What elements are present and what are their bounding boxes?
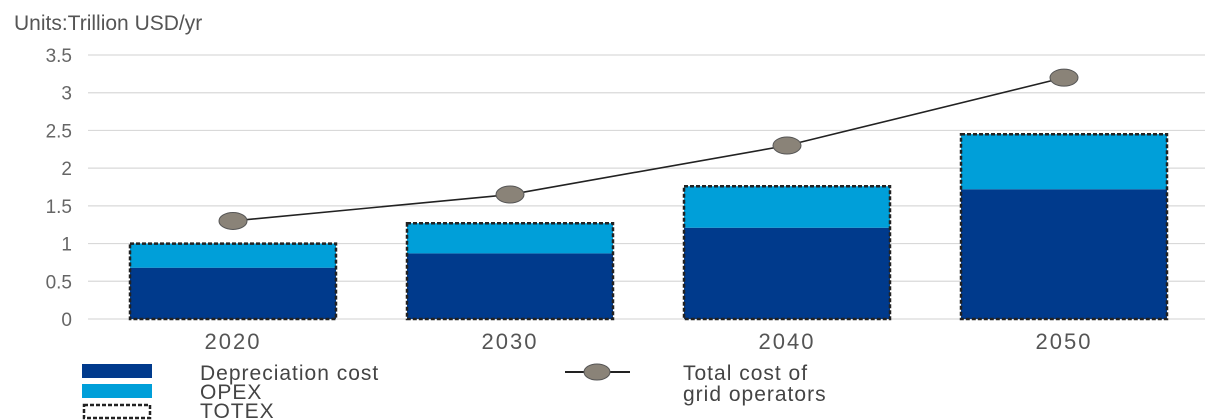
y-tick-label: 0 xyxy=(61,310,72,331)
bar-totex-outline xyxy=(128,242,338,321)
bar-opex xyxy=(407,223,613,254)
x-axis-categories: 2020 2030 2040 2050 xyxy=(205,329,1093,354)
total-cost-marker xyxy=(1049,68,1079,87)
bars xyxy=(128,132,1169,321)
legend-swatch-depreciation xyxy=(82,364,152,378)
y-tick-label: 2 xyxy=(61,159,72,180)
legend-label-total-cost-line2: grid operators xyxy=(683,383,827,406)
legend-swatch-totex xyxy=(82,403,152,420)
bar-opex xyxy=(684,186,890,228)
y-tick-label: 1.5 xyxy=(46,197,72,218)
y-tick-label: 2.5 xyxy=(46,121,72,142)
y-tick-label: 1 xyxy=(61,235,72,256)
bar-opex xyxy=(961,134,1167,190)
bar-totex-outline xyxy=(682,184,892,321)
y-tick-label: 0.5 xyxy=(46,272,72,293)
total-cost-polyline xyxy=(232,76,1065,222)
total-cost-marker xyxy=(772,136,802,155)
legend-marker-total-cost xyxy=(583,363,611,381)
bar-totex-outline xyxy=(405,221,615,321)
total-cost-line xyxy=(218,68,1079,230)
bar-depreciation xyxy=(407,253,613,319)
bar-totex-outline xyxy=(959,132,1169,321)
y-tick-label: 3.5 xyxy=(46,46,72,67)
bar-depreciation xyxy=(684,227,890,319)
bar-depreciation xyxy=(961,189,1167,319)
units-label: Units:Trillion USD/yr xyxy=(14,12,202,35)
y-axis-ticks: 0 0.5 1 1.5 2 2.5 3 3.5 xyxy=(46,46,72,331)
legend: Depreciation cost OPEX TOTEX Total cost … xyxy=(82,362,827,420)
legend-swatch-opex xyxy=(82,384,152,398)
x-category-label: 2040 xyxy=(759,329,816,354)
x-category-label: 2030 xyxy=(482,329,539,354)
total-cost-marker xyxy=(218,211,248,230)
x-category-label: 2050 xyxy=(1036,329,1093,354)
bar-depreciation xyxy=(130,267,336,319)
legend-label-totex: TOTEX xyxy=(200,400,275,420)
total-cost-marker xyxy=(495,185,525,204)
x-category-label: 2020 xyxy=(205,329,262,354)
bar-opex xyxy=(130,243,336,268)
legend-label-opex: OPEX xyxy=(200,381,262,404)
y-tick-label: 3 xyxy=(61,84,72,105)
legend-label-total-cost-line1: Total cost of xyxy=(683,362,808,385)
legend-label-depreciation: Depreciation cost xyxy=(200,362,379,385)
